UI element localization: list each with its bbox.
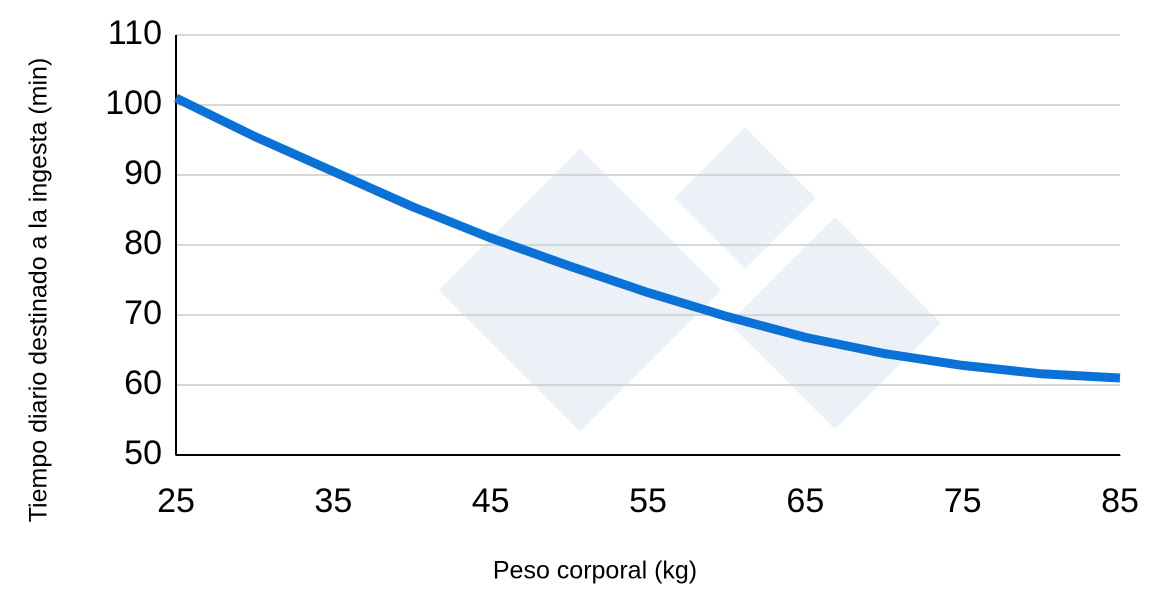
y-tick-label: 80 — [124, 224, 162, 262]
x-tick-label: 75 — [944, 482, 982, 520]
data-line — [174, 93, 1121, 383]
x-tick-label: 25 — [157, 482, 195, 520]
y-tick-label: 60 — [124, 364, 162, 402]
y-tick-label: 110 — [108, 14, 162, 52]
y-tick-label: 90 — [124, 154, 162, 192]
y-tick-label: 100 — [105, 84, 162, 122]
x-tick-label: 45 — [472, 482, 510, 520]
x-tick-label: 55 — [629, 482, 667, 520]
watermark — [438, 127, 942, 432]
y-axis-label: Tiempo diario destinado a la ingesta (mi… — [25, 58, 53, 523]
y-tick-label: 50 — [124, 434, 162, 472]
x-tick-label: 65 — [786, 482, 824, 520]
x-tick-label: 35 — [314, 482, 352, 520]
watermark-shape — [438, 148, 722, 432]
y-tick-label: 70 — [124, 294, 162, 332]
x-axis-label: Peso corporal (kg) — [493, 557, 697, 585]
watermark-shape — [674, 127, 816, 269]
x-tick-label: 85 — [1101, 482, 1139, 520]
